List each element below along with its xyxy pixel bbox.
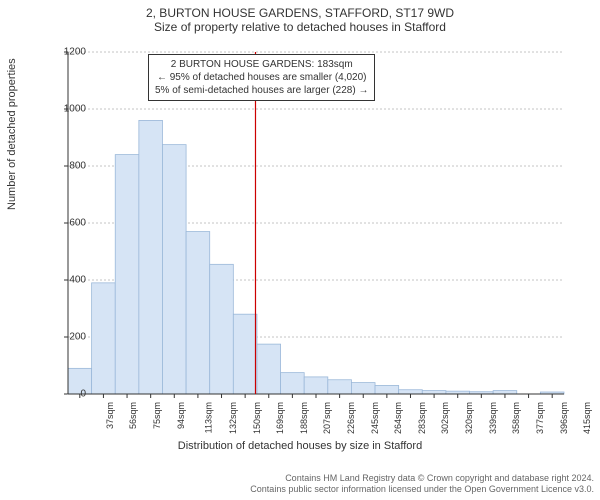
- x-tick: 169sqm: [275, 402, 285, 434]
- x-tick: 320sqm: [464, 402, 474, 434]
- y-tick: 1200: [56, 47, 86, 58]
- marker-info-box: 2 BURTON HOUSE GARDENS: 183sqm ← 95% of …: [148, 54, 375, 101]
- chart-title-desc: Size of property relative to detached ho…: [0, 20, 600, 38]
- x-axis-label: Distribution of detached houses by size …: [0, 440, 600, 452]
- x-tick: 283sqm: [417, 402, 427, 434]
- x-tick: 113sqm: [204, 402, 214, 433]
- y-tick: 800: [56, 161, 86, 172]
- x-tick: 339sqm: [488, 402, 498, 434]
- y-tick: 400: [56, 275, 86, 286]
- x-tick: 132sqm: [228, 402, 238, 434]
- x-tick: 396sqm: [559, 402, 569, 434]
- info-box-line3: 5% of semi-detached houses are larger (2…: [155, 84, 368, 97]
- x-tick: 75sqm: [152, 402, 162, 429]
- x-tick: 188sqm: [299, 402, 309, 434]
- x-tick: 37sqm: [105, 402, 115, 429]
- info-box-line1: 2 BURTON HOUSE GARDENS: 183sqm: [155, 58, 368, 71]
- x-tick: 302sqm: [441, 402, 451, 434]
- chart-title-address: 2, BURTON HOUSE GARDENS, STAFFORD, ST17 …: [0, 0, 600, 20]
- x-tick: 264sqm: [393, 402, 403, 434]
- x-tick: 226sqm: [346, 402, 356, 434]
- footer-line2: Contains public sector information licen…: [250, 484, 594, 496]
- x-tick: 245sqm: [370, 402, 380, 434]
- x-tick: 150sqm: [252, 402, 262, 434]
- info-box-line2: ← 95% of detached houses are smaller (4,…: [155, 71, 368, 84]
- x-tick: 207sqm: [322, 402, 332, 434]
- x-tick: 377sqm: [535, 402, 545, 434]
- y-tick: 600: [56, 218, 86, 229]
- x-tick: 56sqm: [128, 402, 138, 429]
- footer-line1: Contains HM Land Registry data © Crown c…: [250, 473, 594, 485]
- x-tick: 415sqm: [582, 402, 592, 434]
- y-tick: 1000: [56, 104, 86, 115]
- x-tick: 358sqm: [511, 402, 521, 434]
- footer-attribution: Contains HM Land Registry data © Crown c…: [250, 473, 594, 496]
- y-tick: 200: [56, 332, 86, 343]
- y-tick: 0: [56, 389, 86, 400]
- y-axis-label: Number of detached properties: [6, 58, 18, 210]
- chart-plot-area: 2 BURTON HOUSE GARDENS: 183sqm ← 95% of …: [58, 48, 568, 398]
- x-tick: 94sqm: [176, 402, 186, 429]
